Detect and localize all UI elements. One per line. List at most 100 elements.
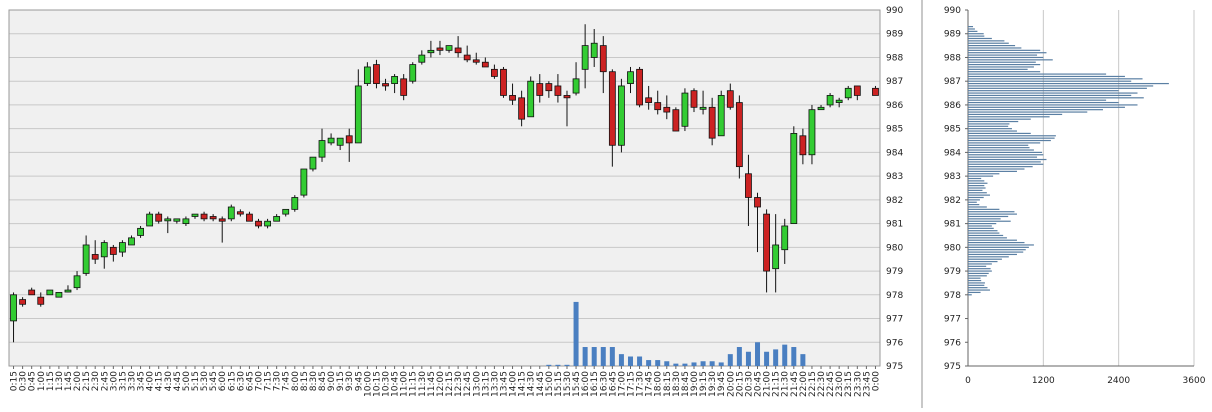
x-tick-label: 8:30: [309, 371, 319, 391]
profile-bar: [968, 68, 1028, 70]
candle-up: [164, 218, 172, 222]
x-tick-label: 13:00: [472, 371, 482, 397]
volume-bar: [736, 347, 742, 366]
x-tick-label: 9:15: [336, 371, 346, 391]
candle-up: [309, 156, 317, 170]
candle-down: [400, 78, 408, 96]
y-tick-label: 988: [944, 53, 961, 63]
candle-down: [726, 90, 734, 108]
y-tick-label: 976: [886, 338, 903, 348]
x-tick-label: 17:00: [617, 371, 627, 397]
profile-bar: [968, 106, 1125, 108]
profile-bar: [968, 99, 1107, 101]
x-tick-label: 0:45: [28, 371, 38, 391]
y-tick-label: 979: [944, 267, 961, 277]
profile-bar: [968, 66, 1034, 68]
profile-bar: [968, 185, 985, 187]
x-tick-label: 18:45: [681, 371, 691, 397]
y-tick-label: 980: [886, 243, 903, 253]
profile-bar: [968, 144, 1029, 146]
profile-bar: [968, 33, 984, 35]
x-tick-label: 21:00: [763, 371, 773, 397]
profile-bar: [968, 149, 1034, 151]
candle-up: [527, 80, 535, 118]
x-tick-label: 4:00: [146, 371, 156, 391]
x-tick-label: 11:00: [400, 371, 410, 397]
profile-bar: [968, 73, 1107, 75]
profile-bar: [968, 30, 978, 32]
volume-bar: [582, 347, 588, 366]
profile-bar: [968, 166, 1033, 168]
candle-down: [708, 106, 716, 139]
candle-down: [599, 45, 607, 73]
profile-bar: [968, 111, 1088, 113]
x-tick-label: 11:45: [427, 371, 437, 397]
x-tick-label: 2:45: [100, 371, 110, 391]
x-tick-label: 12:00: [436, 371, 446, 397]
candle-up: [227, 206, 235, 220]
profile-bar: [968, 82, 1169, 85]
candle-up: [590, 42, 598, 58]
x-tick-label: 17:30: [636, 371, 646, 397]
profile-bar: [968, 265, 987, 267]
candle-down: [554, 85, 562, 96]
x-tick-label: 3:15: [118, 371, 128, 391]
profile-bar: [968, 241, 1025, 244]
x-tick-label: 12:45: [463, 371, 473, 397]
profile-bar: [968, 118, 1031, 120]
x-tick-label: 8:00: [291, 371, 301, 391]
candle-up: [409, 64, 417, 82]
profile-bar: [968, 94, 1132, 97]
x-tick-label: 1:15: [46, 371, 56, 391]
candle-down: [255, 220, 262, 227]
candle-down: [200, 213, 208, 220]
profile-bar: [968, 289, 990, 291]
profile-bar: [968, 211, 1015, 213]
profile-bar: [968, 120, 1019, 123]
profile-bar: [968, 161, 1041, 163]
candle-down: [745, 173, 752, 198]
candle-up: [699, 106, 707, 110]
profile-bar: [968, 45, 1016, 47]
candle-down: [373, 64, 380, 84]
profile-bar: [968, 92, 1138, 94]
candle-up: [418, 54, 426, 63]
x-tick-label: 21:15: [772, 371, 782, 397]
volume-bar: [637, 356, 643, 366]
y-tick-label: 982: [944, 196, 961, 206]
x-tick-label: 6:45: [245, 371, 255, 391]
candle-down: [509, 95, 516, 101]
x-tick-label: 2:15: [82, 371, 92, 391]
candle-up: [336, 137, 344, 146]
profile-bar: [968, 220, 1011, 222]
profile-bar: [968, 61, 1036, 63]
volume-bar: [782, 344, 788, 366]
x-tick-label: 9:00: [327, 371, 337, 391]
candle-down: [654, 102, 662, 111]
candle-up: [273, 216, 281, 222]
x-tick-label: 1:00: [37, 371, 47, 391]
volume-bar: [800, 354, 806, 366]
x-tick-label: 21:45: [790, 371, 800, 397]
candle-up: [146, 213, 154, 227]
profile-bar: [968, 234, 1004, 237]
y-tick-label: 979: [886, 267, 903, 277]
candle-down: [763, 213, 770, 272]
profile-bar: [968, 206, 987, 208]
profile-bar: [968, 239, 1017, 241]
profile-bar: [968, 256, 1009, 258]
candle-up: [282, 208, 290, 215]
candle-up: [618, 85, 625, 146]
candle-up: [581, 45, 589, 70]
volume-bar: [600, 347, 606, 366]
candle-up: [119, 242, 126, 253]
x-tick-label: 10:15: [372, 371, 382, 397]
candle-down: [799, 135, 807, 156]
profile-bar: [968, 47, 1022, 49]
candle-up: [772, 244, 780, 270]
y-tick-label: 985: [886, 125, 903, 135]
x-tick-label: 0: [965, 376, 971, 386]
volume-bar: [564, 364, 570, 366]
x-tick-label: 17:15: [626, 371, 636, 397]
candle-up: [627, 71, 634, 84]
